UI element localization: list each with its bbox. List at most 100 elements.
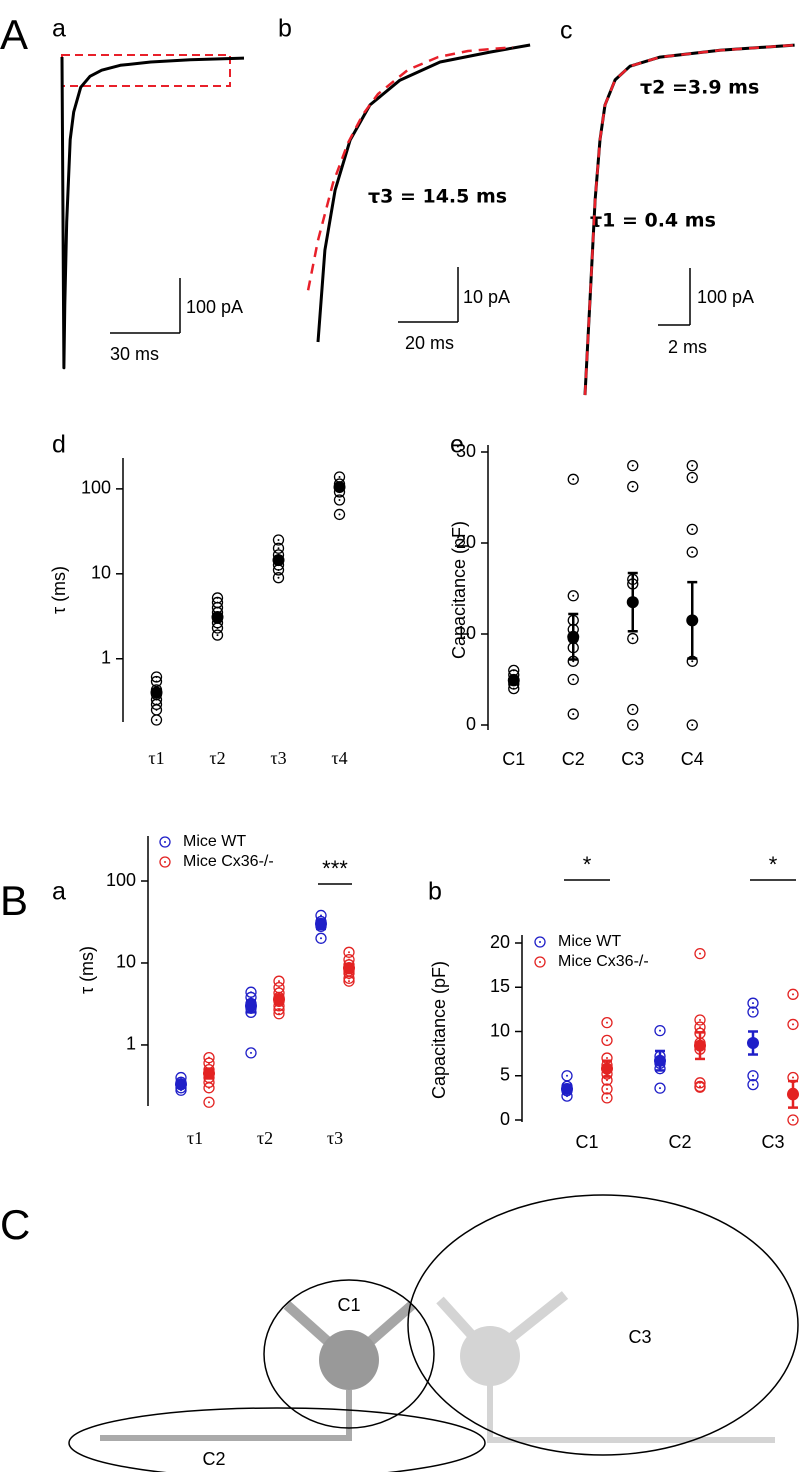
panel-label: a <box>52 15 66 43</box>
panel-label: a <box>52 878 66 906</box>
point-dot <box>699 952 701 955</box>
data-point <box>686 719 698 731</box>
y-axis-label: Capacitance (pF) <box>429 961 449 1099</box>
point-dot <box>566 1095 568 1098</box>
mean-marker <box>507 674 520 687</box>
region-label: C3 <box>628 1327 651 1347</box>
data-point <box>343 975 355 987</box>
point-ring <box>315 932 327 944</box>
point-ring <box>272 534 285 546</box>
y-tick-label: 10 <box>456 623 476 643</box>
point-ring <box>686 471 698 484</box>
point-dot <box>566 1074 568 1077</box>
figure-label: B <box>0 877 28 924</box>
mean-marker <box>747 1037 759 1050</box>
point-dot <box>277 576 280 579</box>
legend-label: Mice WT <box>558 933 621 950</box>
point-dot <box>208 1086 210 1089</box>
legend-marker-dot <box>164 841 166 843</box>
point-ring <box>654 1024 666 1037</box>
data-point <box>686 471 698 484</box>
y-axis-label: Capacitance (pF) <box>449 521 469 659</box>
y-tick-label: 0 <box>500 1109 510 1129</box>
scalebar-label: 100 pA <box>186 297 243 317</box>
data-point <box>627 480 639 493</box>
point-dot <box>572 713 575 716</box>
mean-marker <box>626 596 639 609</box>
point-dot <box>699 1086 701 1089</box>
significance-label: * <box>769 852 778 877</box>
point-dot <box>606 1039 608 1042</box>
point-dot <box>752 1002 754 1005</box>
point-ring <box>343 946 355 958</box>
point-ring <box>627 703 639 716</box>
current-trace <box>60 56 245 370</box>
x-tick-label: C1 <box>575 1132 598 1152</box>
panel-label: b <box>278 15 292 43</box>
y-tick-label: 10 <box>91 563 111 583</box>
y-tick-label: 100 <box>106 870 136 890</box>
point-dot <box>572 660 575 663</box>
region-outline <box>263 1279 435 1429</box>
point-ring <box>747 1006 759 1018</box>
point-dot <box>208 1101 210 1104</box>
mean-marker <box>343 961 355 974</box>
data-point <box>747 1078 759 1091</box>
point-dot <box>348 977 350 980</box>
data-point <box>694 1081 706 1093</box>
point-dot <box>752 1074 754 1077</box>
mean-marker <box>273 993 285 1006</box>
data-point <box>686 459 698 472</box>
fit-annotation: τ1 = 0.4 ms <box>590 210 716 232</box>
point-ring <box>272 542 285 554</box>
y-tick-label: 0 <box>466 714 476 734</box>
panel-label: c <box>560 17 573 45</box>
point-dot <box>512 669 515 672</box>
point-ring <box>567 590 579 602</box>
data-point <box>686 523 698 535</box>
data-point <box>203 1082 215 1094</box>
point-dot <box>572 478 575 481</box>
y-tick-label: 1 <box>126 1034 136 1054</box>
point-dot <box>216 627 219 630</box>
point-ring <box>150 675 163 688</box>
point-ring <box>601 1083 613 1095</box>
mean-marker <box>654 1054 666 1067</box>
point-ring <box>601 1017 613 1029</box>
panel-label: b <box>428 878 442 906</box>
point-ring <box>333 494 346 506</box>
point-dot <box>691 551 694 554</box>
mean-marker <box>787 1088 799 1101</box>
data-point <box>654 1082 666 1094</box>
point-ring <box>273 1008 285 1020</box>
point-dot <box>659 1087 661 1090</box>
data-point <box>627 703 639 716</box>
point-ring <box>627 632 639 645</box>
point-dot <box>631 464 634 467</box>
legend-marker <box>159 856 171 868</box>
point-ring <box>627 480 639 493</box>
point-ring <box>203 1082 215 1094</box>
point-ring <box>694 947 706 960</box>
mean-marker <box>567 630 580 643</box>
point-dot <box>631 724 634 726</box>
soma <box>319 1330 379 1390</box>
data-point <box>747 1070 759 1082</box>
data-point <box>787 988 799 1000</box>
y-tick-label: 5 <box>500 1065 510 1085</box>
point-dot <box>572 678 575 681</box>
point-dot <box>606 1096 608 1099</box>
legend-marker-dot <box>539 961 541 963</box>
point-dot <box>792 1023 794 1026</box>
mean-marker <box>333 481 346 494</box>
soma <box>460 1326 520 1386</box>
neuron-light <box>436 1291 775 1443</box>
data-point <box>273 1008 285 1020</box>
point-dot <box>277 568 280 571</box>
panel-label: e <box>450 431 464 459</box>
data-point <box>150 714 163 726</box>
scalebar-label: 2 ms <box>668 337 707 357</box>
point-ring <box>787 1018 799 1031</box>
point-ring <box>627 719 639 731</box>
point-dot <box>208 1062 210 1065</box>
